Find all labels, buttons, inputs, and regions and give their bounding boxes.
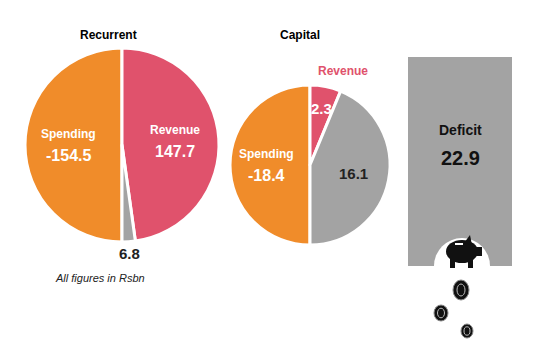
svg-text:6.8: 6.8 [119, 245, 140, 262]
svg-text:Revenue: Revenue [318, 64, 368, 78]
svg-text:Spending: Spending [41, 127, 96, 141]
svg-text:22.9: 22.9 [441, 147, 480, 169]
svg-text:16.1: 16.1 [339, 165, 368, 182]
svg-text:Capital: Capital [280, 28, 320, 42]
svg-text:Deficit: Deficit [439, 122, 482, 138]
svg-text:All figures in Rsbn: All figures in Rsbn [55, 272, 145, 284]
svg-text:-154.5: -154.5 [46, 147, 91, 164]
svg-text:Revenue: Revenue [150, 123, 200, 137]
svg-text:2.3: 2.3 [311, 100, 332, 117]
svg-text:Spending: Spending [239, 147, 294, 161]
svg-text:147.7: 147.7 [155, 143, 195, 160]
svg-text:Recurrent: Recurrent [80, 28, 137, 42]
svg-text:-18.4: -18.4 [248, 167, 285, 184]
